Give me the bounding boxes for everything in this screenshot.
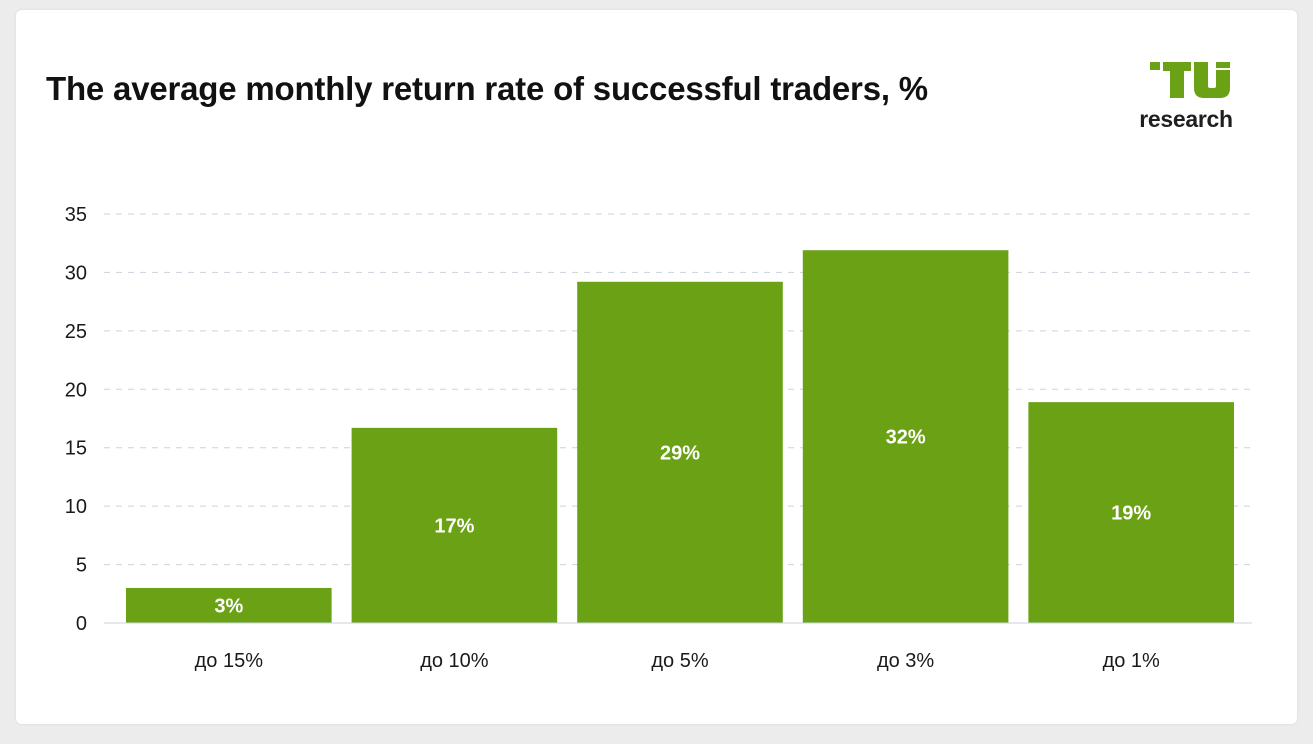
- bar-data-label: 29%: [660, 442, 700, 464]
- bar-data-label: 17%: [434, 515, 474, 537]
- y-tick-label: 25: [65, 321, 87, 343]
- bar: [126, 587, 332, 623]
- bar-data-label: 19%: [1111, 503, 1151, 525]
- bar: [802, 250, 1009, 623]
- logo-text: research: [1139, 106, 1233, 132]
- y-tick-label: 0: [76, 613, 87, 635]
- x-tick-label: до 15%: [195, 650, 264, 672]
- x-axis-ticks: до 15% до 10% до 5% до 3% до 1%: [195, 650, 1160, 672]
- tu-logo-icon: [1150, 62, 1230, 98]
- x-tick-label: до 1%: [1103, 650, 1160, 672]
- y-tick-label: 10: [65, 496, 87, 518]
- x-tick-label: до 10%: [420, 650, 489, 672]
- tu-research-logo: research: [1130, 50, 1242, 134]
- chart-title: The average monthly return rate of succe…: [46, 70, 928, 107]
- x-tick-label: до 3%: [877, 650, 934, 672]
- bar-data-label: 3%: [214, 595, 243, 617]
- bar: [1028, 402, 1234, 623]
- y-tick-label: 20: [65, 379, 87, 401]
- bars: [126, 250, 1234, 623]
- y-axis-ticks: 0 5 10 15 20 25 30 35: [65, 204, 87, 635]
- y-tick-label: 15: [65, 438, 87, 460]
- y-tick-label: 5: [76, 555, 87, 577]
- y-tick-label: 35: [65, 204, 87, 226]
- bar: [351, 427, 558, 623]
- y-tick-label: 30: [65, 262, 87, 284]
- x-tick-label: до 5%: [651, 650, 708, 672]
- bar: [577, 281, 783, 623]
- bar-data-label: 32%: [886, 427, 926, 449]
- bar-labels: 3% 17% 29% 32% 19%: [214, 427, 1151, 618]
